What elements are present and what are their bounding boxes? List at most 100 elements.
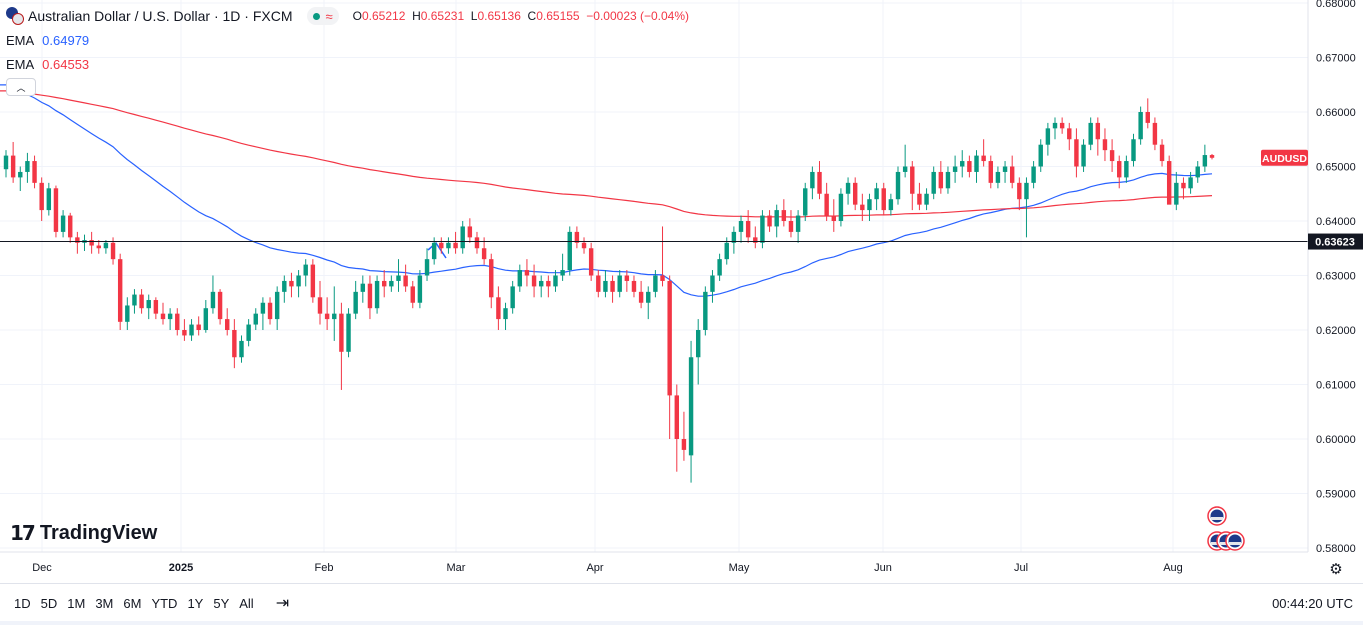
candle-body[interactable] bbox=[110, 242, 116, 260]
candle-body[interactable] bbox=[274, 291, 280, 320]
candle-body[interactable] bbox=[653, 275, 658, 292]
candle-body[interactable] bbox=[282, 280, 287, 292]
candle-body[interactable] bbox=[10, 155, 16, 178]
candle-body[interactable] bbox=[3, 155, 9, 170]
date-range-calendar-icon[interactable]: ⇥ bbox=[275, 595, 290, 612]
candle-body[interactable] bbox=[53, 188, 59, 232]
time-tick-label[interactable]: Feb bbox=[315, 562, 334, 574]
candle-body[interactable] bbox=[788, 221, 794, 232]
candle-body[interactable] bbox=[1045, 128, 1051, 145]
candle-body[interactable] bbox=[745, 221, 751, 238]
price-axis[interactable]: 0.68000 0.67000 0.66000 0.65000 0.64000 0.630… bbox=[1316, 0, 1356, 555]
candle-body[interactable] bbox=[68, 215, 73, 238]
candle-body[interactable] bbox=[389, 280, 394, 287]
candle-body[interactable] bbox=[695, 330, 701, 358]
candle-body[interactable] bbox=[638, 291, 644, 303]
candle-body[interactable] bbox=[1209, 155, 1215, 158]
candle-body[interactable] bbox=[981, 155, 986, 162]
candle-body[interactable] bbox=[310, 264, 316, 298]
time-tick-label[interactable]: May bbox=[729, 562, 750, 574]
candle-body[interactable] bbox=[60, 215, 66, 232]
candle-body[interactable] bbox=[1095, 122, 1101, 140]
candle-body[interactable] bbox=[410, 286, 415, 303]
candle-body[interactable] bbox=[510, 286, 515, 309]
candle-body[interactable] bbox=[182, 330, 187, 336]
candle-body[interactable] bbox=[139, 294, 144, 309]
candle-body[interactable] bbox=[1024, 182, 1029, 200]
candle-body[interactable] bbox=[531, 275, 537, 287]
economic-events[interactable] bbox=[1207, 506, 1245, 551]
candle-body[interactable] bbox=[39, 182, 44, 211]
candle-body[interactable] bbox=[574, 231, 580, 243]
candle-body[interactable] bbox=[89, 240, 94, 246]
range-1y-button[interactable]: 1Y bbox=[187, 595, 204, 611]
candle-body[interactable] bbox=[467, 226, 473, 238]
candle-body[interactable] bbox=[931, 171, 936, 194]
candle-body[interactable] bbox=[710, 275, 715, 292]
candle-body[interactable] bbox=[353, 291, 358, 314]
candle-body[interactable] bbox=[895, 171, 901, 200]
candle-body[interactable] bbox=[831, 215, 836, 221]
price-tick-label[interactable]: 0.62000 bbox=[1316, 325, 1356, 337]
candle-body[interactable] bbox=[332, 313, 337, 320]
candle-body[interactable] bbox=[1195, 166, 1200, 178]
time-axis[interactable]: Dec 2025 Feb Mar Apr May Jun Jul Aug bbox=[32, 562, 1183, 574]
candle-body[interactable] bbox=[446, 242, 451, 249]
candle-body[interactable] bbox=[910, 166, 915, 194]
candle-body[interactable] bbox=[810, 171, 815, 189]
candle-body[interactable] bbox=[317, 297, 323, 314]
candlestick-series[interactable] bbox=[3, 98, 1215, 483]
candle-body[interactable] bbox=[681, 439, 687, 450]
candle-body[interactable] bbox=[32, 161, 37, 183]
candle-body[interactable] bbox=[339, 313, 344, 352]
candle-body[interactable] bbox=[1174, 182, 1179, 205]
candle-body[interactable] bbox=[374, 280, 380, 309]
candle-body[interactable] bbox=[160, 313, 166, 320]
candle-body[interactable] bbox=[731, 231, 737, 243]
candle-body[interactable] bbox=[481, 248, 487, 260]
candle-body[interactable] bbox=[938, 171, 944, 189]
candle-body[interactable] bbox=[1074, 139, 1079, 167]
price-tick-label[interactable]: 0.58000 bbox=[1316, 543, 1356, 555]
candle-body[interactable] bbox=[924, 193, 929, 205]
candle-body[interactable] bbox=[460, 226, 465, 249]
candle-body[interactable] bbox=[546, 280, 551, 287]
candle-body[interactable] bbox=[753, 237, 758, 243]
range-5d-button[interactable]: 5D bbox=[40, 595, 58, 611]
candle-body[interactable] bbox=[845, 182, 851, 194]
candle-body[interactable] bbox=[382, 280, 387, 287]
candle-body[interactable] bbox=[817, 171, 822, 194]
candle-body[interactable] bbox=[225, 319, 230, 330]
candle-body[interactable] bbox=[431, 242, 437, 260]
candle-body[interactable] bbox=[1017, 182, 1022, 200]
candle-body[interactable] bbox=[1138, 112, 1143, 140]
price-tick-label[interactable]: 0.61000 bbox=[1316, 380, 1356, 392]
ema-slow-row[interactable]: EMA 0.64553 bbox=[6, 54, 689, 74]
candle-body[interactable] bbox=[1002, 166, 1008, 172]
range-ytd-button[interactable]: YTD bbox=[151, 595, 178, 611]
candle-body[interactable] bbox=[867, 199, 872, 211]
candle-body[interactable] bbox=[738, 221, 744, 232]
candle-body[interactable] bbox=[25, 161, 30, 172]
time-tick-label[interactable]: Mar bbox=[447, 562, 466, 574]
candle-body[interactable] bbox=[267, 302, 273, 320]
candle-body[interactable] bbox=[1166, 161, 1172, 205]
candle-body[interactable] bbox=[1188, 177, 1193, 189]
candle-body[interactable] bbox=[496, 297, 501, 320]
price-tick-label[interactable]: 0.60000 bbox=[1316, 434, 1356, 446]
candle-body[interactable] bbox=[603, 280, 608, 292]
candle-body[interactable] bbox=[324, 313, 330, 320]
candle-body[interactable] bbox=[1067, 128, 1072, 140]
candle-body[interactable] bbox=[75, 237, 80, 243]
candle-body[interactable] bbox=[360, 283, 366, 292]
candle-body[interactable] bbox=[1152, 122, 1158, 145]
candle-body[interactable] bbox=[396, 275, 401, 281]
time-tick-label[interactable]: 2025 bbox=[169, 562, 193, 574]
candle-body[interactable] bbox=[1088, 122, 1093, 145]
candle-body[interactable] bbox=[346, 313, 351, 352]
candle-body[interactable] bbox=[917, 193, 922, 205]
candle-body[interactable] bbox=[803, 188, 808, 216]
candle-body[interactable] bbox=[1031, 166, 1036, 183]
candle-body[interactable] bbox=[646, 291, 651, 303]
ema-fast-row[interactable]: EMA 0.64979 bbox=[6, 30, 689, 50]
